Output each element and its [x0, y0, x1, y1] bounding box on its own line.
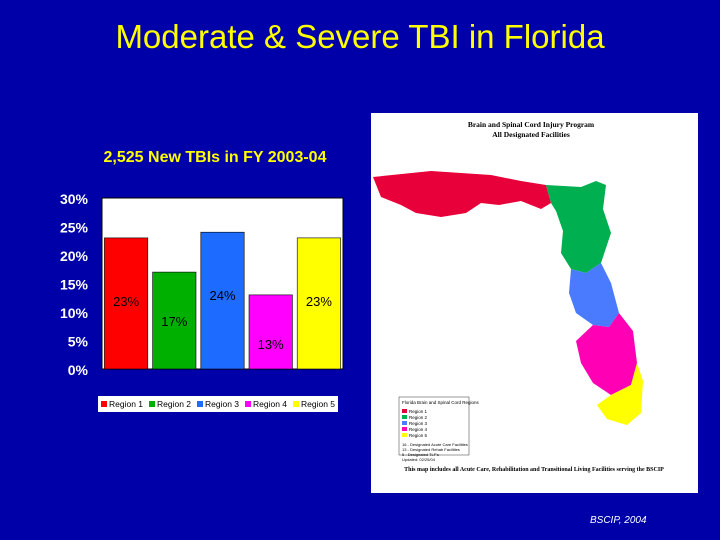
- y-tick-label: 20%: [60, 248, 89, 264]
- svg-text:Region 5: Region 5: [409, 433, 428, 438]
- legend-item: Region 4: [244, 399, 288, 409]
- chart-legend: Region 1 Region 2 Region 3 Region 4 Region 5: [98, 396, 338, 412]
- map-title: Brain and Spinal Cord Injury Program: [468, 120, 595, 129]
- data-label: 13%: [258, 337, 284, 352]
- legend-label: Region 3: [204, 399, 240, 409]
- data-label: 23%: [113, 294, 139, 309]
- svg-text:5 - Designated TLF's: 5 - Designated TLF's: [402, 452, 439, 457]
- legend-swatch: [148, 401, 155, 407]
- map-region-4: [576, 313, 637, 395]
- legend-item: Region 2: [148, 399, 192, 409]
- y-tick-label: 30%: [60, 191, 89, 207]
- svg-text:Region 4: Region 4: [409, 427, 428, 432]
- svg-text:Region 1: Region 1: [409, 409, 428, 414]
- svg-text:13 - Designated Rehab Faciliti: 13 - Designated Rehab Facilities: [402, 447, 460, 452]
- florida-map-graphic: Brain and Spinal Cord Injury Program All…: [373, 120, 664, 473]
- legend-label: Region 5: [300, 399, 336, 409]
- map-footer: This map includes all Acute Care, Rehabi…: [404, 467, 664, 473]
- legend-swatch: [196, 401, 203, 407]
- bar: [296, 237, 341, 370]
- legend-swatch: [100, 401, 107, 407]
- map-region-1: [373, 171, 551, 217]
- data-label: 23%: [306, 294, 332, 309]
- chart-title: 2,525 New TBIs in FY 2003-04: [103, 149, 327, 166]
- legend-label: Region 1: [108, 399, 144, 409]
- data-label: 17%: [161, 314, 187, 329]
- bar: [248, 294, 293, 370]
- map-region-3: [569, 263, 619, 327]
- y-tick-label: 0%: [68, 362, 89, 378]
- svg-text:16 - Designated Acute Care Fac: 16 - Designated Acute Care Facilities: [402, 442, 468, 447]
- legend-label: Region 2: [156, 399, 192, 409]
- bar: [104, 237, 149, 370]
- y-tick-label: 10%: [60, 305, 89, 321]
- map-legend-title: Florida Brain and Spinal Cord Regions: [402, 400, 480, 405]
- legend-item: Region 5: [292, 399, 336, 409]
- legend-label: Region 4: [252, 399, 288, 409]
- legend-swatch: [244, 401, 251, 407]
- svg-text:Updated: 02/25/04: Updated: 02/25/04: [402, 457, 436, 462]
- data-label: 24%: [209, 288, 235, 303]
- slide-title: Moderate & Severe TBI in Florida: [115, 18, 605, 55]
- legend-swatch: [292, 401, 299, 407]
- map-region-2: [546, 181, 611, 273]
- y-tick-label: 5%: [68, 334, 89, 350]
- bar: [200, 231, 245, 370]
- slide-credit: BSCIP, 2004: [590, 515, 647, 526]
- bar: [152, 271, 197, 370]
- map-region-5: [597, 363, 643, 425]
- map-subtitle: All Designated Facilities: [492, 130, 570, 139]
- legend-item: Region 1: [100, 399, 144, 409]
- svg-text:Region 3: Region 3: [409, 421, 428, 426]
- florida-region-map: Brain and Spinal Cord Injury Program All…: [371, 113, 698, 493]
- legend-item: Region 3: [196, 399, 240, 409]
- svg-text:Region 2: Region 2: [409, 415, 428, 420]
- y-tick-label: 25%: [60, 220, 89, 236]
- y-tick-label: 15%: [60, 277, 89, 293]
